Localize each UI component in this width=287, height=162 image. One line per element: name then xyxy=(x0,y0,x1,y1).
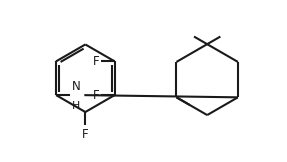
Text: F: F xyxy=(82,127,89,140)
Text: H: H xyxy=(72,101,80,111)
Text: N: N xyxy=(72,81,81,93)
Text: F: F xyxy=(92,55,99,68)
Text: F: F xyxy=(92,89,99,102)
